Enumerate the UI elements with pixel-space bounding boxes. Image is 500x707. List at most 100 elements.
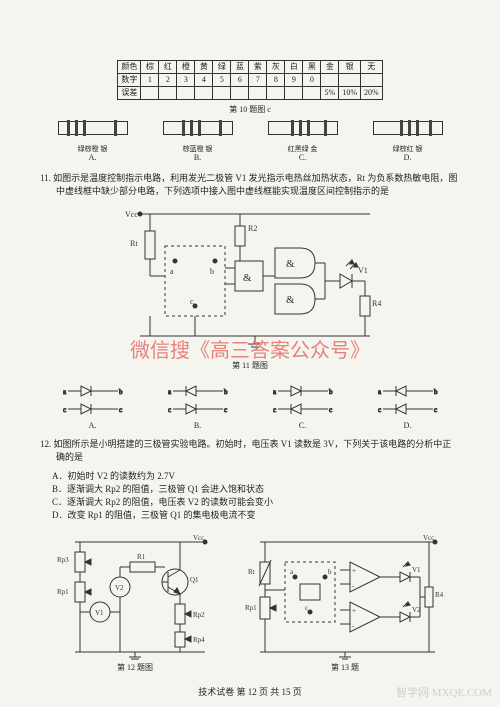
q11-option-b: ab cc B. xyxy=(168,379,228,430)
q12-option-a: A．初始时 V2 的读数约为 2.7V xyxy=(64,470,460,483)
question-text: 如图示是温度控制指示电路，利用发光二极管 V1 发光指示电热丝加热状态，Rt 为… xyxy=(53,173,457,196)
option-label: A. xyxy=(63,421,123,430)
table-caption: 第 10 题图 c xyxy=(40,104,460,115)
svg-text:c: c xyxy=(224,406,227,414)
cell xyxy=(195,87,213,100)
cell: 红 xyxy=(159,61,177,74)
cell xyxy=(231,87,249,100)
color-code-table: 颜色 棕 红 橙 黄 绿 蓝 紫 灰 白 黑 金 银 无 数字 1 2 3 4 … xyxy=(117,60,382,100)
cell xyxy=(177,87,195,100)
label-v2: V2 xyxy=(115,584,124,592)
q13-circuit: Vcc Rt Rp1 R4 V1 V2 a b c + - + - 第 13 题 xyxy=(245,532,445,673)
table-row: 颜色 棕 红 橙 黄 绿 蓝 紫 灰 白 黑 金 银 无 xyxy=(118,61,382,74)
label-rt: Rt xyxy=(248,568,255,576)
cell xyxy=(285,87,303,100)
cell xyxy=(159,87,177,100)
svg-text:c: c xyxy=(168,406,171,414)
circuit-caption: 第 12 题图 xyxy=(55,662,215,673)
cell xyxy=(321,74,339,87)
cell: 0 xyxy=(303,74,321,87)
svg-text:b: b xyxy=(329,388,333,396)
cell: 5% xyxy=(321,87,339,100)
svg-text:b: b xyxy=(119,388,123,396)
label-r1: R1 xyxy=(137,553,146,561)
label-and: & xyxy=(243,272,252,284)
cell: 紫 xyxy=(249,61,267,74)
cell: 银 xyxy=(339,61,361,74)
option-label: A. xyxy=(58,153,128,162)
question-12: 12. 如图所示是小明搭建的三极管实验电路。初始时，电压表 V1 读数是 3V，… xyxy=(40,438,460,464)
resistor-icon xyxy=(163,121,233,135)
svg-text:a: a xyxy=(168,388,172,396)
label-minus: - xyxy=(352,622,355,630)
label-v1: V1 xyxy=(358,266,368,275)
question-number: 12. xyxy=(40,439,51,449)
svg-text:c: c xyxy=(63,406,66,414)
cell: 无 xyxy=(361,61,383,74)
svg-text:c: c xyxy=(273,406,276,414)
label-v1: V1 xyxy=(412,566,421,574)
option-label: C. xyxy=(268,153,338,162)
diode-circuit-icon: ab cc xyxy=(63,379,123,419)
opamp-circuit-icon: Vcc Rt Rp1 R4 V1 V2 a b c + - + - xyxy=(245,532,445,662)
label-plus: + xyxy=(352,607,356,615)
question-number: 11. xyxy=(40,173,51,183)
resistor-options-row: 绿棕橙 银 A. 棕蓝橙 银 B. 红黑绿 金 C. 绿棕红 银 D. xyxy=(40,121,460,162)
label-and: & xyxy=(286,294,295,306)
cell: 数字 xyxy=(118,74,141,87)
cell xyxy=(267,87,285,100)
cell: 误差 xyxy=(118,87,141,100)
site-watermark: 智学网 MXQE.COM xyxy=(396,687,492,699)
resistor-icon xyxy=(268,121,338,135)
label-rp1: Rp1 xyxy=(245,604,257,612)
cell: 3 xyxy=(177,74,195,87)
label-b: b xyxy=(210,267,214,276)
option-label: D. xyxy=(373,153,443,162)
label-rp4: Rp4 xyxy=(193,636,205,644)
transistor-circuit-icon: Vcc Rp3 Rp1 R1 V1 V2 Q1 Rp2 Rp4 xyxy=(55,532,215,662)
label-vcc: Vcc xyxy=(423,534,434,542)
label-c: c xyxy=(305,604,308,612)
resistor-option-a: 绿棕橙 银 A. xyxy=(58,121,128,162)
label-r4: R4 xyxy=(435,591,444,599)
cell: 8 xyxy=(267,74,285,87)
question-11: 11. 如图示是温度控制指示电路，利用发光二极管 V1 发光指示电热丝加热状态，… xyxy=(40,172,460,198)
cell xyxy=(361,74,383,87)
cell: 20% xyxy=(361,87,383,100)
table-row: 误差 5% 10% 20% xyxy=(118,87,382,100)
cell: 橙 xyxy=(177,61,195,74)
label-and: & xyxy=(286,258,295,270)
cell: 4 xyxy=(195,74,213,87)
watermark-text: 微信搜《高三答案公众号》 xyxy=(130,334,370,363)
cell: 2 xyxy=(159,74,177,87)
q12-circuit: Vcc Rp3 Rp1 R1 V1 V2 Q1 Rp2 Rp4 第 12 题图 xyxy=(55,532,215,673)
resistor-option-d: 绿棕红 银 D. xyxy=(373,121,443,162)
label-rt: Rt xyxy=(130,239,138,248)
cell xyxy=(339,74,361,87)
svg-text:c: c xyxy=(378,406,381,414)
cell: 金 xyxy=(321,61,339,74)
label-c: c xyxy=(190,297,194,306)
option-label: D. xyxy=(378,421,438,430)
q12-option-b: B．逐渐调大 Rp2 的阻值，三极管 Q1 会进入饱和状态 xyxy=(64,483,460,496)
diode-circuit-icon: ab cc xyxy=(378,379,438,419)
label-v2: V2 xyxy=(412,606,421,614)
svg-text:a: a xyxy=(378,388,382,396)
label-rp2: Rp2 xyxy=(193,611,205,619)
label-b: b xyxy=(328,568,332,576)
cell: 7 xyxy=(249,74,267,87)
q11-options-row: ab cc A. ab cc B. ab cc C. xyxy=(40,379,460,430)
cell xyxy=(213,87,231,100)
label-vcc: Vcc xyxy=(193,534,204,542)
cell xyxy=(303,87,321,100)
option-label: B. xyxy=(163,153,233,162)
option-label: B. xyxy=(168,421,228,430)
cell: 9 xyxy=(285,74,303,87)
svg-text:c: c xyxy=(329,406,332,414)
resistor-bands-label: 绿棕橙 银 xyxy=(58,145,128,153)
resistor-option-c: 红黑绿 金 C. xyxy=(268,121,338,162)
label-r4: R4 xyxy=(372,299,381,308)
cell: 棕 xyxy=(141,61,159,74)
option-label: C. xyxy=(273,421,333,430)
svg-text:b: b xyxy=(434,388,438,396)
